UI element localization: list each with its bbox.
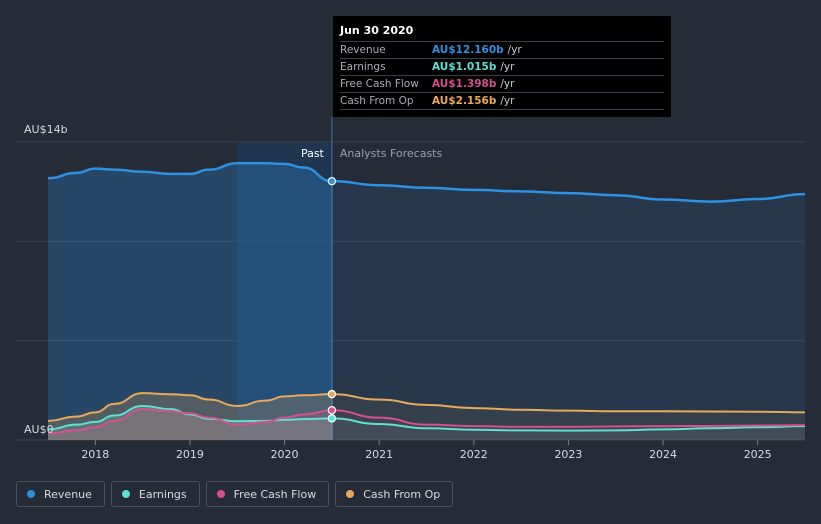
earnings-area-past <box>48 405 333 440</box>
legend-label: Earnings <box>138 487 187 501</box>
grid-lines <box>16 141 805 441</box>
x-tick-label: 2025 <box>744 448 772 461</box>
tooltip-unit: /yr <box>500 95 515 107</box>
cash-from-op-dot-icon <box>346 490 355 498</box>
analysts-forecasts-label: Analysts Forecasts <box>340 147 443 160</box>
x-tick-label: 2020 <box>271 448 299 461</box>
legend-label: Free Cash Flow <box>233 487 317 501</box>
tooltip-value: AU$1.015b <box>432 61 497 73</box>
tooltip-row-earnings: Earnings AU$1.015b /yr <box>340 58 664 75</box>
earnings-marker <box>327 414 337 423</box>
past-highlight-band <box>237 142 332 440</box>
cash-from-op-marker <box>327 389 337 399</box>
earnings-dot-icon <box>121 490 130 498</box>
legend-item-free-cash-flow[interactable]: Free Cash Flow <box>205 481 330 507</box>
revenue-line <box>47 162 806 203</box>
tooltip-unit: /yr <box>500 78 515 90</box>
x-tick-label: 2019 <box>176 448 204 461</box>
legend-item-cash-from-op[interactable]: Cash From Op <box>335 481 454 507</box>
tooltip-unit: /yr <box>500 61 515 73</box>
tooltip-row-free-cash-flow: Free Cash Flow AU$1.398b /yr <box>340 75 664 92</box>
free-cash-flow-marker <box>327 406 337 415</box>
series-areas <box>48 163 805 440</box>
free-cash-flow-area-forecast <box>333 410 805 440</box>
chart-legend: Revenue Earnings Free Cash Flow Cash Fro… <box>16 481 459 507</box>
cash-from-op-line <box>47 392 806 422</box>
tooltip-label: Free Cash Flow <box>340 78 419 90</box>
revenue-area-forecast <box>333 181 805 440</box>
legend-label: Cash From Op <box>363 487 441 501</box>
revenue-dot-icon <box>27 490 35 498</box>
y-axis-min-label: AU$0 <box>24 423 54 436</box>
x-axis-ticks: 2018 2019 2020 2021 2022 2023 2024 2025 <box>81 440 772 461</box>
x-tick-label: 2018 <box>81 448 109 461</box>
series-lines <box>47 162 806 435</box>
tooltip-label: Revenue <box>340 44 386 56</box>
tooltip-value: AU$2.156b <box>432 95 497 107</box>
legend-label: Revenue <box>44 487 92 501</box>
free-cash-flow-area-past <box>48 409 333 440</box>
data-tooltip: Jun 30 2020 Revenue AU$12.160b /yr Earni… <box>333 16 671 117</box>
earnings-line <box>47 404 806 432</box>
legend-item-earnings[interactable]: Earnings <box>110 481 200 507</box>
free-cash-flow-dot-icon <box>216 490 225 498</box>
tooltip-label: Cash From Op <box>340 95 414 107</box>
tooltip-value: AU$12.160b <box>432 44 504 56</box>
tooltip-value: AU$1.398b <box>432 78 497 90</box>
x-tick-label: 2024 <box>649 448 677 461</box>
tooltip-unit: /yr <box>507 44 522 56</box>
x-tick-label: 2022 <box>460 448 488 461</box>
legend-item-revenue[interactable]: Revenue <box>16 481 105 507</box>
revenue-area-past <box>48 163 333 440</box>
tooltip-row-revenue: Revenue AU$12.160b /yr <box>340 41 664 58</box>
free-cash-flow-line <box>47 408 806 435</box>
earnings-area-forecast <box>333 418 805 440</box>
revenue-marker <box>327 176 337 186</box>
hover-markers <box>327 176 337 423</box>
tooltip-label: Earnings <box>340 61 386 73</box>
y-axis-max-label: AU$14b <box>24 123 68 136</box>
x-tick-label: 2023 <box>554 448 582 461</box>
cash-from-op-area-past <box>48 393 333 440</box>
tooltip-row-cash-from-op: Cash From Op AU$2.156b /yr <box>340 92 664 110</box>
past-label: Past <box>301 147 325 160</box>
x-tick-label: 2021 <box>365 448 393 461</box>
tooltip-date: Jun 30 2020 <box>340 24 414 37</box>
